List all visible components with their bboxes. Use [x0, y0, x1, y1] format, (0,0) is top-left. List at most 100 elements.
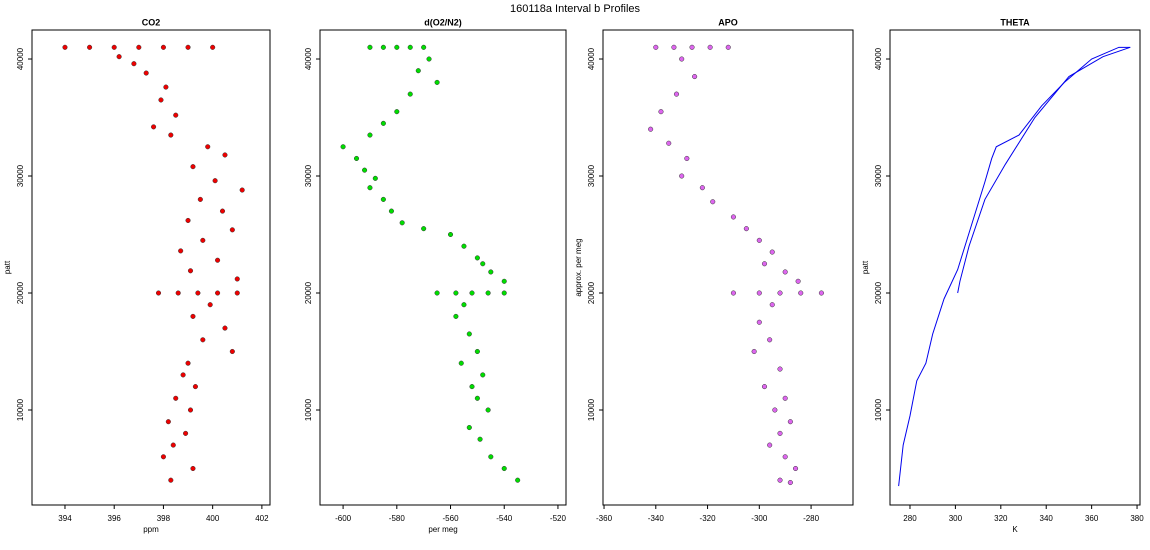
point: [777, 290, 783, 296]
point: [362, 167, 368, 173]
point: [458, 360, 464, 366]
point: [421, 44, 427, 50]
point: [222, 325, 228, 331]
y-tick-label: 40000: [874, 47, 883, 70]
x-axis-label: ppm: [143, 525, 159, 534]
point: [380, 196, 386, 202]
point: [163, 84, 169, 90]
point: [192, 384, 198, 390]
point: [798, 290, 804, 296]
point: [207, 302, 213, 308]
y-tick-label: 10000: [16, 398, 25, 421]
point: [183, 430, 189, 436]
point: [488, 269, 494, 275]
y-tick-label: 40000: [16, 47, 25, 70]
x-tick-label: 402: [255, 514, 269, 523]
point: [185, 360, 191, 366]
x-tick-label: -540: [496, 514, 513, 523]
point: [160, 44, 166, 50]
point: [131, 61, 137, 67]
point: [699, 185, 705, 191]
x-tick-label: 396: [108, 514, 122, 523]
point: [751, 348, 757, 355]
x-tick-label: -320: [700, 514, 717, 523]
plot-frame: [319, 29, 567, 506]
point: [787, 479, 793, 486]
panel-title: CO2: [142, 17, 161, 27]
point: [792, 465, 799, 472]
point: [200, 337, 206, 343]
point: [168, 132, 174, 138]
x-tick-label: 300: [949, 514, 963, 523]
point: [234, 290, 240, 296]
point: [215, 290, 221, 296]
x-tick-label: -520: [550, 514, 567, 523]
point: [743, 226, 749, 232]
point: [710, 199, 716, 205]
point: [234, 276, 240, 282]
x-axis-label: K: [1012, 525, 1018, 534]
point: [426, 56, 432, 62]
point: [212, 178, 218, 184]
y-tick-label: 20000: [587, 281, 596, 304]
point: [190, 313, 196, 319]
y-tick-label: 20000: [874, 281, 883, 304]
point: [195, 290, 201, 296]
y-axis-label: patt: [3, 260, 12, 274]
point: [485, 407, 491, 413]
point: [474, 348, 480, 355]
point: [477, 436, 483, 442]
y-tick-label: 30000: [16, 164, 25, 187]
point: [200, 237, 206, 243]
point: [187, 268, 194, 274]
point: [461, 302, 467, 308]
y-tick-label: 30000: [587, 164, 596, 187]
y-tick-label: 30000: [874, 164, 883, 187]
point: [197, 196, 203, 202]
y-tick-label: 20000: [16, 281, 25, 304]
point: [173, 112, 179, 118]
point: [474, 395, 480, 401]
point: [761, 384, 768, 390]
point: [155, 290, 162, 296]
profile-line: [957, 46, 1131, 294]
y-tick-label: 30000: [304, 164, 313, 187]
point: [62, 44, 68, 50]
point: [394, 109, 400, 115]
y-tick-label: 40000: [587, 47, 596, 70]
point: [756, 319, 762, 325]
point: [178, 248, 184, 254]
point: [501, 290, 507, 296]
x-tick-label: 380: [1130, 514, 1144, 523]
point: [653, 44, 659, 50]
point: [756, 237, 762, 243]
point: [210, 44, 216, 50]
point: [229, 227, 235, 233]
point: [692, 74, 698, 80]
x-tick-label: -340: [648, 514, 665, 523]
point: [394, 44, 400, 50]
point: [725, 44, 731, 50]
point: [795, 278, 801, 284]
y-tick-label: 10000: [304, 398, 313, 421]
plot-frame: [31, 29, 271, 506]
x-tick-label: -560: [443, 514, 460, 523]
panel-title: THETA: [1000, 17, 1030, 27]
point: [777, 477, 783, 483]
point: [111, 44, 117, 50]
x-tick-label: -280: [803, 514, 820, 523]
point: [388, 208, 394, 214]
point: [777, 430, 783, 436]
point: [480, 372, 486, 378]
point: [353, 155, 360, 162]
point: [239, 187, 245, 193]
x-tick-label: -600: [335, 514, 352, 523]
panel-title: d(O2/N2): [424, 17, 462, 27]
point: [367, 185, 373, 191]
point: [447, 231, 454, 238]
x-axis-label: per meg: [428, 525, 457, 534]
plot-frame: [889, 29, 1141, 506]
point: [453, 313, 459, 319]
point: [407, 44, 413, 50]
